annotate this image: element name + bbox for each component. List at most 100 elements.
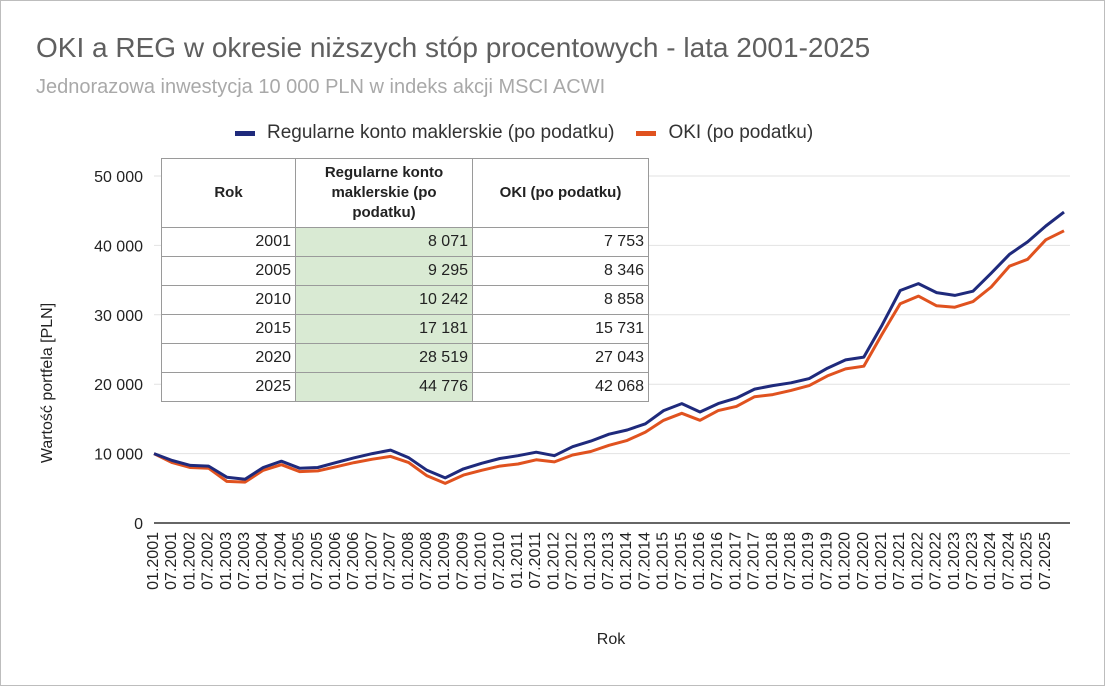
- table-row: 2010 10 242 8 858: [161, 285, 649, 315]
- legend-item-reg: Regularne konto maklerskie (po podatku): [235, 122, 614, 144]
- table-cell-oki: 15 731: [472, 314, 649, 344]
- table-cell-year: 2005: [161, 256, 296, 286]
- summary-table: Rok Regularne konto maklerskie (po podat…: [161, 158, 649, 402]
- x-tick-label: 01.2009: [436, 532, 453, 590]
- x-tick-label: 07.2022: [928, 532, 945, 590]
- x-tick-label: 01.2024: [982, 532, 999, 590]
- x-tick-label: 01.2005: [291, 532, 308, 590]
- table-cell-year: 2010: [161, 285, 296, 315]
- x-tick-label: 07.2014: [636, 532, 653, 590]
- x-tick-label: 01.2004: [254, 532, 271, 590]
- x-tick-label: 01.2013: [582, 532, 599, 590]
- table-cell-reg: 8 071: [295, 227, 473, 257]
- x-tick-label: 07.2018: [782, 532, 799, 590]
- x-tick-label: 01.2023: [946, 532, 963, 590]
- x-tick-label: 01.2008: [400, 532, 417, 590]
- x-tick-label: 07.2005: [309, 532, 326, 590]
- table-cell-reg: 28 519: [295, 343, 473, 373]
- series-lines: [153, 210, 1065, 485]
- table-row: 2005 9 295 8 346: [161, 256, 649, 286]
- x-tick-label: 01.2018: [764, 532, 781, 590]
- x-tick-label: 07.2013: [600, 532, 617, 590]
- x-tick-label: 07.2009: [454, 532, 471, 590]
- x-tick-label: 07.2020: [855, 532, 872, 590]
- y-tick-label: 30 000: [94, 308, 143, 325]
- x-tick-label: 07.2010: [491, 532, 508, 590]
- table-cell-reg: 17 181: [295, 314, 473, 344]
- x-tick-label: 01.2019: [800, 532, 817, 590]
- x-tick-label: 07.2004: [272, 532, 289, 590]
- x-tick-label: 01.2002: [181, 532, 198, 590]
- x-tick-label: 07.2006: [345, 532, 362, 590]
- table-cell-oki: 8 346: [472, 256, 649, 286]
- table-row: 2020 28 519 27 043: [161, 343, 649, 373]
- x-tick-label: 01.2006: [327, 532, 344, 590]
- x-tick-label: 07.2003: [236, 532, 253, 590]
- x-tick-label: 07.2012: [564, 532, 581, 590]
- y-tick-label: 10 000: [94, 447, 143, 464]
- table-cell-reg: 9 295: [295, 256, 473, 286]
- x-tick-label: 07.2024: [1000, 532, 1017, 590]
- x-tick-label: 07.2007: [382, 532, 399, 590]
- legend-label-reg: Regularne konto maklerskie (po podatku): [267, 122, 615, 143]
- y-tick-label: 0: [134, 516, 143, 533]
- table-header-year: Rok: [161, 158, 296, 228]
- x-tick-label: 07.2016: [709, 532, 726, 590]
- table-row: 2025 44 776 42 068: [161, 372, 649, 402]
- table-cell-year: 2015: [161, 314, 296, 344]
- series-line-oki: [153, 229, 1065, 485]
- x-tick-label: 01.2017: [727, 532, 744, 590]
- x-axis-ticks: 01.2001 07.2001 01.2002 07.2002 01.2003 07.20…: [145, 532, 1054, 590]
- table-cell-year: 2025: [161, 372, 296, 402]
- x-tick-label: 07.2021: [891, 532, 908, 590]
- x-tick-label: 01.2007: [363, 532, 380, 590]
- x-tick-label: 07.2011: [527, 532, 544, 589]
- y-tick-label: 50 000: [94, 169, 143, 186]
- x-axis-label: Rok: [597, 631, 626, 648]
- x-tick-label: 07.2023: [964, 532, 981, 590]
- table-header-row: Rok Regularne konto maklerskie (po podat…: [161, 158, 649, 228]
- legend-swatch-reg: [235, 130, 255, 136]
- table-cell-year: 2020: [161, 343, 296, 373]
- table-cell-year: 2001: [161, 227, 296, 257]
- x-tick-label: 07.2008: [418, 532, 435, 590]
- x-tick-label: 07.2001: [163, 532, 180, 590]
- y-axis-ticks: 0 10 000 20 000 30 000 40 000 50 000: [94, 169, 143, 533]
- x-tick-label: 07.2017: [746, 532, 763, 590]
- x-tick-label: 07.2025: [1037, 532, 1054, 590]
- x-tick-label: 01.2022: [909, 532, 926, 590]
- table-cell-oki: 27 043: [472, 343, 649, 373]
- x-tick-label: 07.2015: [673, 532, 690, 590]
- table-cell-oki: 7 753: [472, 227, 649, 257]
- x-tick-label: 01.2016: [691, 532, 708, 590]
- y-axis-label: Wartość portfela [PLN]: [39, 303, 56, 463]
- table-cell-oki: 42 068: [472, 372, 649, 402]
- x-tick-label: 01.2010: [473, 532, 490, 590]
- series-line-reg: [153, 210, 1065, 481]
- legend-item-oki: OKI (po podatku): [636, 122, 813, 144]
- legend-label-oki: OKI (po podatku): [668, 122, 814, 143]
- table-cell-oki: 8 858: [472, 285, 649, 315]
- y-tick-label: 40 000: [94, 238, 143, 255]
- table-header-reg: Regularne konto maklerskie (po podatku): [295, 158, 473, 228]
- x-tick-label: 01.2020: [837, 532, 854, 590]
- x-tick-label: 01.2014: [618, 532, 635, 590]
- y-tick-label: 20 000: [94, 377, 143, 394]
- x-tick-label: 01.2001: [145, 532, 162, 590]
- x-tick-label: 07.2019: [818, 532, 835, 590]
- x-tick-label: 01.2003: [218, 532, 235, 590]
- table-row: 2001 8 071 7 753: [161, 227, 649, 257]
- table-header-oki: OKI (po podatku): [472, 158, 649, 228]
- table-cell-reg: 10 242: [295, 285, 473, 315]
- chart-subtitle: Jednorazowa inwestycja 10 000 PLN w inde…: [36, 76, 606, 98]
- x-tick-label: 01.2012: [545, 532, 562, 590]
- table-row: 2015 17 181 15 731: [161, 314, 649, 344]
- x-tick-label: 07.2002: [200, 532, 217, 590]
- x-tick-label: 01.2011: [509, 532, 526, 589]
- x-tick-label: 01.2025: [1019, 532, 1036, 590]
- table-cell-reg: 44 776: [295, 372, 473, 402]
- x-tick-label: 01.2021: [873, 532, 890, 590]
- chart-title: OKI a REG w okresie niższych stóp procen…: [36, 32, 871, 63]
- chart-legend: Regularne konto maklerskie (po podatku) …: [235, 122, 835, 144]
- x-tick-label: 01.2015: [655, 532, 672, 590]
